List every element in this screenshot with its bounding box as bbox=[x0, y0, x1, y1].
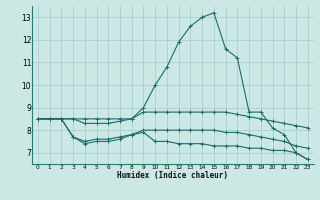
X-axis label: Humidex (Indice chaleur): Humidex (Indice chaleur) bbox=[117, 171, 228, 180]
